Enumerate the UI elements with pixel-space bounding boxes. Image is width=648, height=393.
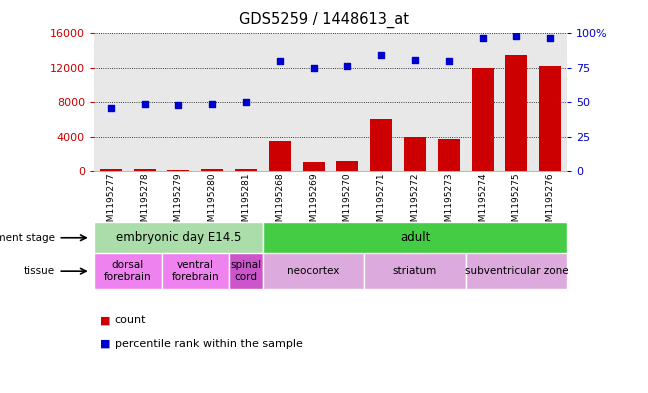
Bar bbox=[161, 253, 229, 289]
Point bbox=[139, 100, 150, 107]
Point bbox=[106, 105, 116, 111]
Bar bbox=[229, 253, 263, 289]
Text: tissue: tissue bbox=[24, 266, 55, 276]
Bar bbox=[94, 253, 161, 289]
Bar bbox=[263, 253, 364, 289]
Point bbox=[207, 100, 217, 107]
Bar bbox=[472, 68, 494, 171]
Text: dorsal
forebrain: dorsal forebrain bbox=[104, 261, 152, 282]
Bar bbox=[370, 119, 392, 171]
Point bbox=[443, 58, 454, 64]
Point bbox=[342, 63, 353, 70]
Point bbox=[275, 58, 285, 64]
Point bbox=[308, 64, 319, 71]
Text: percentile rank within the sample: percentile rank within the sample bbox=[115, 339, 303, 349]
Text: embryonic day E14.5: embryonic day E14.5 bbox=[116, 231, 241, 244]
Point bbox=[410, 56, 420, 62]
Bar bbox=[303, 162, 325, 171]
Text: count: count bbox=[115, 315, 146, 325]
Text: adult: adult bbox=[400, 231, 430, 244]
Bar bbox=[505, 55, 527, 171]
Bar bbox=[438, 139, 459, 171]
Point bbox=[545, 34, 555, 40]
Point bbox=[511, 33, 522, 39]
Bar bbox=[94, 222, 263, 253]
Text: neocortex: neocortex bbox=[288, 266, 340, 276]
Bar bbox=[364, 253, 466, 289]
Bar bbox=[235, 169, 257, 171]
Text: striatum: striatum bbox=[393, 266, 437, 276]
Text: spinal
cord: spinal cord bbox=[231, 261, 262, 282]
Point bbox=[376, 52, 386, 59]
Bar bbox=[167, 170, 189, 171]
Text: GDS5259 / 1448613_at: GDS5259 / 1448613_at bbox=[239, 12, 409, 28]
Bar bbox=[133, 169, 156, 171]
Text: ■: ■ bbox=[100, 315, 111, 325]
Text: ventral
forebrain: ventral forebrain bbox=[172, 261, 219, 282]
Text: ■: ■ bbox=[100, 339, 111, 349]
Point bbox=[173, 102, 183, 108]
Text: development stage: development stage bbox=[0, 233, 55, 243]
Bar bbox=[466, 253, 567, 289]
Point bbox=[241, 99, 251, 105]
Bar bbox=[404, 136, 426, 171]
Bar bbox=[336, 162, 358, 171]
Bar bbox=[539, 66, 561, 171]
Point bbox=[478, 34, 488, 40]
Bar bbox=[202, 169, 223, 171]
Bar bbox=[263, 222, 567, 253]
Bar bbox=[100, 169, 122, 171]
Bar bbox=[269, 141, 291, 171]
Text: subventricular zone: subventricular zone bbox=[465, 266, 568, 276]
